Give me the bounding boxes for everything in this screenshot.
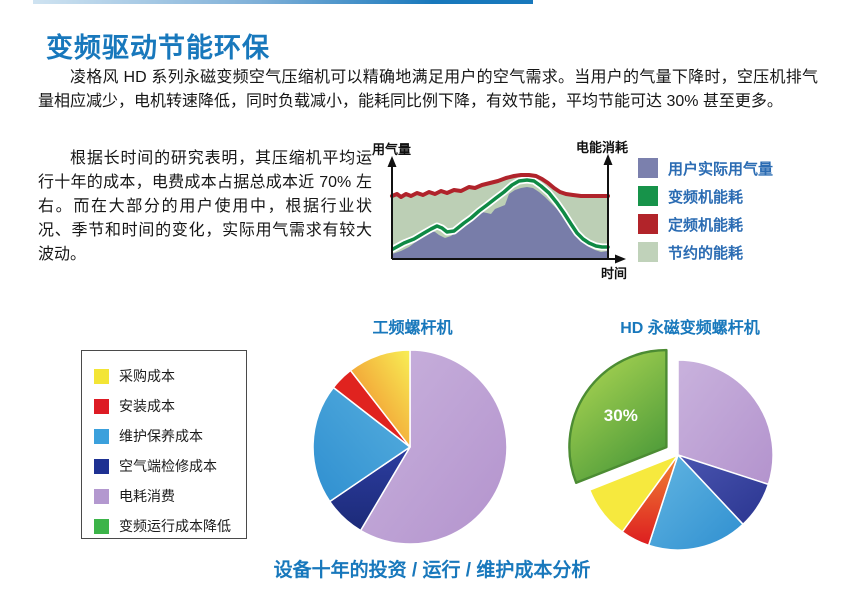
top-accent-bar bbox=[33, 0, 533, 4]
pie-slice bbox=[312, 386, 411, 503]
legend-label-vfd-saving: 变频运行成本降低 bbox=[119, 518, 231, 534]
legend-label-saved: 节约的能耗 bbox=[668, 244, 744, 262]
legend-label-demand: 用户实际用气量 bbox=[668, 160, 774, 178]
legend-swatch-saved bbox=[638, 242, 658, 262]
legend-swatch-fixed bbox=[638, 214, 658, 234]
pie-slice bbox=[588, 454, 679, 533]
pie-title-fixed-frequency: 工频螺杆机 bbox=[372, 320, 453, 337]
legend-label-air-end: 空气端检修成本 bbox=[119, 458, 217, 474]
air-demand-area bbox=[392, 187, 608, 259]
figure-caption: 设备十年的投资 / 运行 / 维护成本分析 bbox=[273, 560, 591, 581]
y-axis-label-right: 电能消耗 bbox=[575, 140, 628, 155]
y-axis-label-left: 用气量 bbox=[372, 142, 412, 157]
legend-swatch-power bbox=[94, 488, 109, 504]
legend-label-install: 安装成本 bbox=[119, 398, 175, 414]
legend-item-purchase: 采购成本 bbox=[94, 361, 246, 391]
legend-swatch-vfd-saving bbox=[94, 518, 109, 534]
legend-label-maintenance: 维护保养成本 bbox=[119, 428, 203, 444]
pie-slice bbox=[349, 349, 411, 448]
x-axis-arrow-icon bbox=[615, 254, 626, 264]
legend-item-demand: 用户实际用气量 bbox=[638, 158, 773, 178]
legend-swatch-variable bbox=[638, 186, 658, 206]
pie-slice bbox=[647, 454, 744, 551]
pie-slice bbox=[677, 359, 774, 486]
legend-item-variable: 变频机能耗 bbox=[638, 186, 773, 206]
legend-item-install: 安装成本 bbox=[94, 391, 246, 421]
energy-area-chart bbox=[387, 154, 626, 264]
area-chart-legend: 用户实际用气量 变频机能耗 定频机能耗 节约的能耗 bbox=[638, 158, 773, 270]
legend-label-power: 电耗消费 bbox=[119, 488, 175, 504]
legend-swatch-purchase bbox=[94, 368, 109, 384]
pie-chart-fixed-frequency bbox=[312, 349, 508, 545]
pie-percent-label: 30% bbox=[604, 406, 638, 425]
intro-paragraph: 凌格风 HD 系列永磁变频空气压缩机可以精确地满足用户的空气需求。当用户的气量下… bbox=[38, 69, 818, 110]
x-axis-label: 时间 bbox=[601, 266, 628, 281]
legend-swatch-demand bbox=[638, 158, 658, 178]
pie-chart-variable-frequency: 30% bbox=[568, 348, 774, 551]
left-axis-arrow-icon bbox=[387, 156, 397, 167]
legend-item-power: 电耗消费 bbox=[94, 481, 246, 511]
legend-item-saved: 节约的能耗 bbox=[638, 242, 773, 262]
fixed-energy-line bbox=[390, 173, 610, 199]
right-axis-arrow-icon bbox=[603, 154, 613, 165]
legend-swatch-install bbox=[94, 398, 109, 414]
chart-axes bbox=[387, 154, 626, 264]
legend-swatch-maintenance bbox=[94, 428, 109, 444]
legend-item-air-end: 空气端检修成本 bbox=[94, 451, 246, 481]
legend-label-purchase: 采购成本 bbox=[119, 368, 175, 384]
legend-label-variable: 变频机能耗 bbox=[668, 188, 744, 206]
variable-energy-line bbox=[391, 178, 610, 251]
legend-label-fixed: 定频机能耗 bbox=[668, 216, 744, 234]
legend-swatch-air-end bbox=[94, 458, 109, 474]
research-paragraph: 根据长时间的研究表明，其压缩机平均运行十年的成本，电费成本占据总成本近 70% … bbox=[38, 150, 372, 263]
area-plot-group bbox=[389, 173, 612, 259]
legend-item-maintenance: 维护保养成本 bbox=[94, 421, 246, 451]
pie-slice bbox=[568, 348, 668, 484]
legend-item-fixed: 定频机能耗 bbox=[638, 214, 773, 234]
pie-slice bbox=[359, 349, 508, 545]
pie-title-variable-frequency: HD 永磁变频螺杆机 bbox=[620, 320, 760, 337]
legend-item-vfd-saving: 变频运行成本降低 bbox=[94, 511, 246, 541]
pie-chart-legend: 采购成本 安装成本 维护保养成本 空气端检修成本 电耗消费 变频运行成本降低 bbox=[81, 350, 247, 539]
page-title: 变频驱动节能环保 bbox=[46, 33, 270, 64]
